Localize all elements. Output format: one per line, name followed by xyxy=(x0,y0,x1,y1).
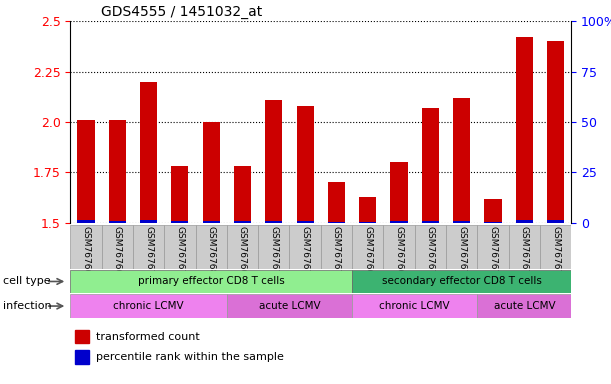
Bar xyxy=(75,330,89,343)
Bar xyxy=(422,108,439,223)
Bar xyxy=(415,225,446,269)
Bar xyxy=(164,225,196,269)
Text: GSM767680: GSM767680 xyxy=(207,226,216,281)
Text: GSM767672: GSM767672 xyxy=(426,226,435,281)
Bar xyxy=(547,220,564,223)
Bar xyxy=(352,270,571,293)
Bar xyxy=(477,294,571,318)
Bar xyxy=(290,225,321,269)
Bar xyxy=(547,41,564,223)
Text: chronic LCMV: chronic LCMV xyxy=(113,301,184,311)
Bar xyxy=(359,222,376,223)
Bar xyxy=(509,225,540,269)
Text: GSM767671: GSM767671 xyxy=(269,226,278,281)
Text: GSM767677: GSM767677 xyxy=(551,226,560,281)
Bar xyxy=(540,225,571,269)
Bar xyxy=(265,221,282,223)
Bar xyxy=(75,350,89,364)
Text: GSM767665: GSM767665 xyxy=(364,226,372,281)
Bar xyxy=(453,98,470,223)
Bar xyxy=(109,120,126,223)
Bar xyxy=(109,221,126,223)
Bar xyxy=(101,225,133,269)
Text: GSM767678: GSM767678 xyxy=(332,226,341,281)
Bar xyxy=(516,220,533,223)
Bar xyxy=(78,220,95,223)
Bar xyxy=(140,82,157,223)
Bar xyxy=(390,162,408,223)
Text: GSM767670: GSM767670 xyxy=(489,226,497,281)
Text: cell type: cell type xyxy=(3,276,51,286)
Text: primary effector CD8 T cells: primary effector CD8 T cells xyxy=(138,276,285,286)
Bar xyxy=(328,222,345,223)
Bar xyxy=(171,221,188,223)
Bar xyxy=(70,225,101,269)
Bar xyxy=(446,225,477,269)
Text: acute LCMV: acute LCMV xyxy=(258,301,320,311)
Text: GSM767676: GSM767676 xyxy=(175,226,185,281)
Text: GSM767667: GSM767667 xyxy=(395,226,403,281)
Bar xyxy=(70,270,352,293)
Bar xyxy=(328,182,345,223)
Bar xyxy=(140,220,157,223)
Text: chronic LCMV: chronic LCMV xyxy=(379,301,450,311)
Text: GSM767669: GSM767669 xyxy=(238,226,247,281)
Bar xyxy=(352,225,384,269)
Bar xyxy=(203,221,220,223)
Text: infection: infection xyxy=(3,301,52,311)
Text: GSM767668: GSM767668 xyxy=(113,226,122,281)
Bar xyxy=(265,100,282,223)
Text: GSM767679: GSM767679 xyxy=(457,226,466,281)
Bar xyxy=(234,221,251,223)
Bar xyxy=(485,222,502,223)
Bar xyxy=(227,225,258,269)
Text: percentile rank within the sample: percentile rank within the sample xyxy=(97,352,284,362)
Bar xyxy=(133,225,164,269)
Bar xyxy=(171,166,188,223)
Bar xyxy=(258,225,290,269)
Bar xyxy=(196,225,227,269)
Text: secondary effector CD8 T cells: secondary effector CD8 T cells xyxy=(382,276,541,286)
Bar xyxy=(296,106,313,223)
Bar xyxy=(477,225,509,269)
Bar xyxy=(203,122,220,223)
Text: GSM767673: GSM767673 xyxy=(144,226,153,281)
Bar xyxy=(384,225,415,269)
Bar xyxy=(390,221,408,223)
Bar xyxy=(453,221,470,223)
Text: GSM767675: GSM767675 xyxy=(301,226,310,281)
Text: transformed count: transformed count xyxy=(97,332,200,342)
Bar xyxy=(352,294,477,318)
Bar xyxy=(321,225,352,269)
Bar xyxy=(516,37,533,223)
Bar xyxy=(422,221,439,223)
Bar xyxy=(296,221,313,223)
Text: GSM767666: GSM767666 xyxy=(81,226,90,281)
Text: acute LCMV: acute LCMV xyxy=(494,301,555,311)
Bar xyxy=(234,166,251,223)
Bar xyxy=(359,197,376,223)
Text: GSM767674: GSM767674 xyxy=(520,226,529,281)
Bar xyxy=(485,199,502,223)
Bar xyxy=(78,120,95,223)
Bar xyxy=(227,294,352,318)
Text: GDS4555 / 1451032_at: GDS4555 / 1451032_at xyxy=(101,5,262,19)
Bar xyxy=(70,294,227,318)
